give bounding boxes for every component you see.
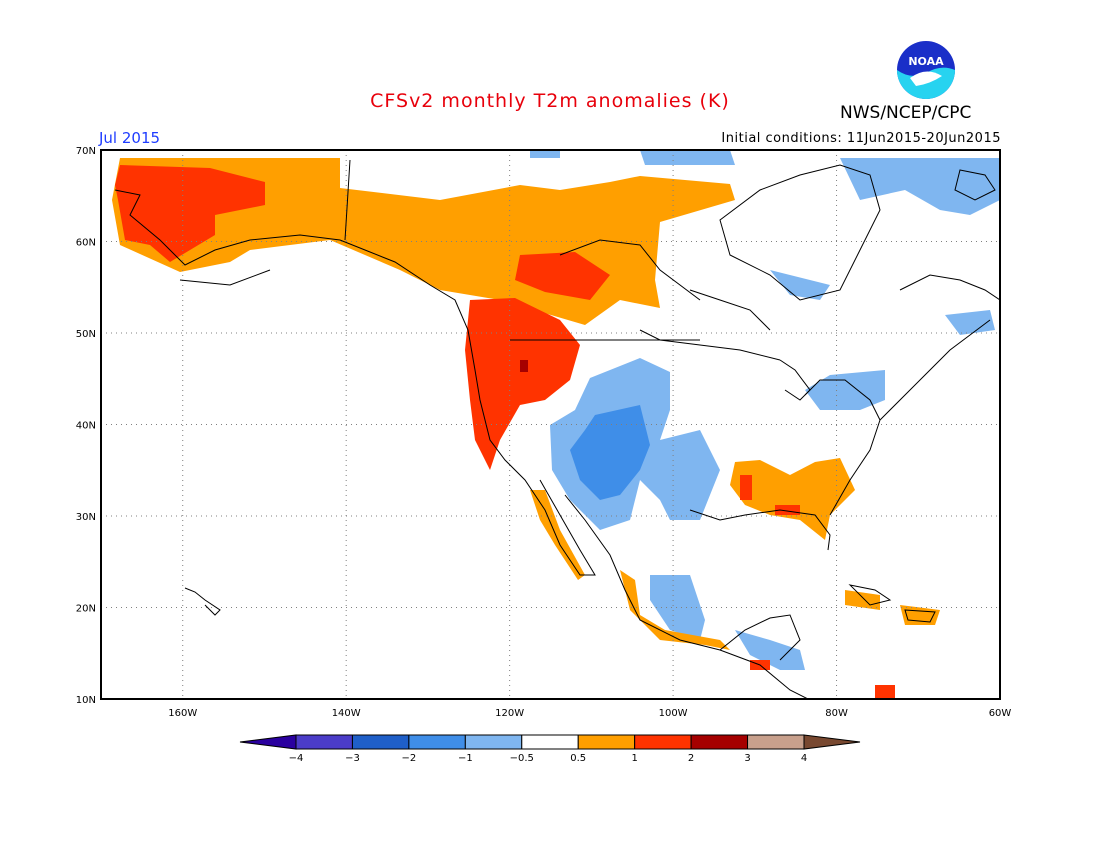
cool-region-north-east (840, 158, 1000, 215)
lon-label: 80W (825, 708, 848, 719)
map-frame (100, 149, 1001, 700)
lat-label: 40N (76, 421, 96, 432)
cool-region-labrador (770, 270, 995, 335)
colorbar-label: 2 (688, 753, 694, 764)
hot-region-canada (515, 252, 610, 300)
colorbar-box (634, 734, 692, 750)
colorbar-box (408, 734, 466, 750)
lat-label: 50N (76, 329, 96, 340)
extreme-hot-spot (520, 360, 528, 372)
cool-region-mexico (650, 575, 705, 640)
colorbar-label: −0.5 (510, 753, 534, 764)
agency-label: NWS/NCEP/CPC (840, 103, 972, 123)
colorbar-label: −3 (345, 753, 360, 764)
cool-region-central-america (735, 630, 805, 670)
colorbar-label: −2 (402, 753, 417, 764)
lat-label: 70N (76, 146, 96, 157)
colorbar-label: −4 (289, 753, 304, 764)
colorbar-label: 1 (631, 753, 637, 764)
colorbar-label: 0.5 (570, 753, 586, 764)
colorbar-right-arrow (803, 734, 861, 750)
lat-label: 60N (76, 238, 96, 249)
hot-region-southeast (740, 475, 800, 515)
cool-region-great-lakes (805, 370, 885, 410)
initial-conditions: Initial conditions: 11Jun2015-20Jun2015 (721, 131, 1001, 146)
lat-label: 20N (76, 604, 96, 615)
colorbar-label: 4 (801, 753, 807, 764)
colorbar-label: −1 (458, 753, 473, 764)
warm-region-caribbean (845, 590, 940, 625)
colorbar-left-arrow (239, 734, 297, 750)
coastlines (114, 159, 1000, 699)
colorbar-box (351, 734, 410, 750)
colorbar-box (577, 734, 636, 750)
hot-region-alaska (115, 165, 265, 262)
cool-region-southwest-deep (570, 405, 650, 500)
lon-label: 160W (168, 708, 197, 719)
colorbar-box (464, 734, 523, 750)
cool-region-top (530, 150, 735, 165)
warm-region-mexico-coast (620, 570, 730, 650)
longitude-labels: 160W 140W 120W 100W 80W 60W (168, 708, 1011, 719)
lat-label: 30N (76, 512, 96, 523)
colorbar-box (690, 734, 749, 750)
latitude-labels: 70N 60N 50N 40N 30N 20N 10N (76, 146, 96, 706)
lat-label: 10N (76, 695, 96, 706)
warm-region-baja (530, 490, 585, 580)
colorbar-box (295, 734, 353, 750)
lon-label: 120W (495, 708, 524, 719)
hot-region-pacific-nw (465, 298, 580, 470)
warm-region-southeast (730, 458, 855, 540)
lon-label: 140W (332, 708, 361, 719)
lon-label: 100W (659, 708, 688, 719)
colorbar: −4 −3 −2 −1 −0.5 0.5 1 2 3 4 (239, 734, 861, 764)
colorbar-box (521, 734, 579, 750)
anomaly-shading (112, 150, 1000, 699)
chart-title: CFSv2 monthly T2m anomalies (K) (370, 90, 730, 112)
colorbar-label: 3 (744, 753, 750, 764)
colorbar-box (747, 734, 805, 750)
lon-label: 60W (989, 708, 1012, 719)
hot-region-central-america (750, 660, 895, 699)
noaa-logo: NOAA (896, 40, 956, 100)
noaa-logo-text: NOAA (908, 55, 944, 68)
target-month: Jul 2015 (99, 129, 161, 147)
